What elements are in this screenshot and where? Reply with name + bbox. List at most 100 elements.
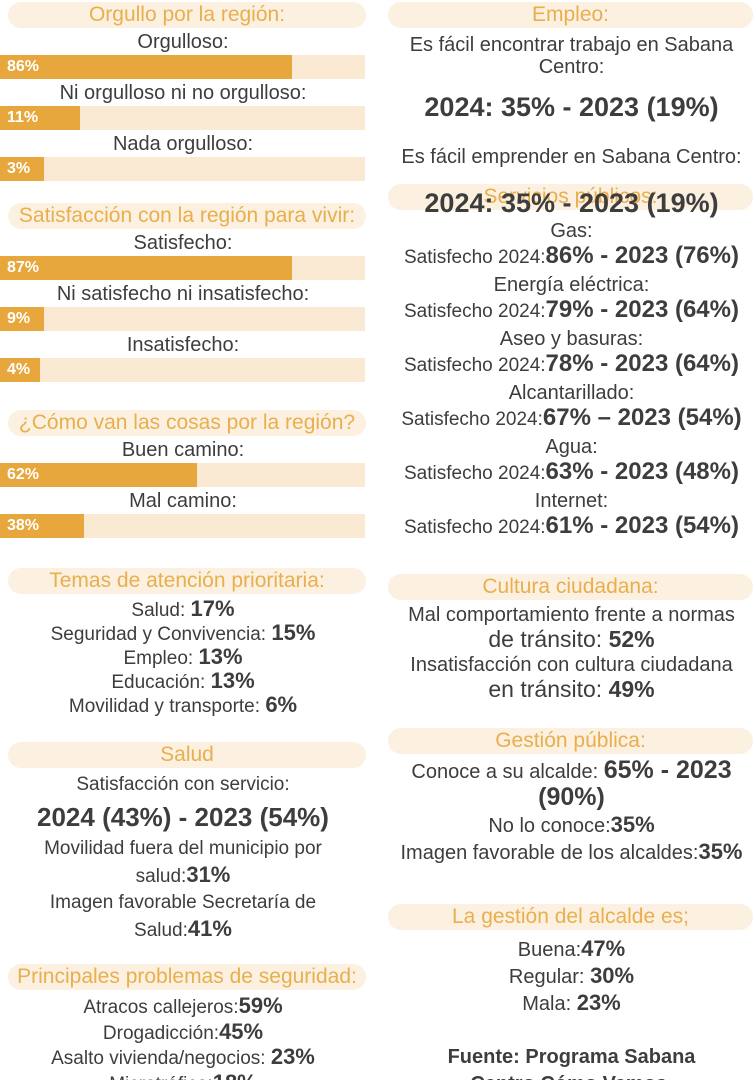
section-camino: ¿Cómo van las cosas por la región? Buen … — [0, 410, 366, 538]
question-text: Es fácil emprender en Sabana Centro: — [401, 146, 742, 168]
bar-track: 4% — [0, 358, 365, 382]
section-header: Servicios públicos: — [388, 184, 753, 210]
stat-line: Imagen favorable de los alcaldes:35% — [388, 839, 755, 866]
section-title: Principales problemas de seguridad: — [17, 965, 357, 988]
section-title: Servicios públicos: — [483, 185, 658, 208]
left-column: Orgullo por la región: Orgulloso: 86% Ni… — [0, 2, 366, 1080]
stat-value: 13% — [198, 644, 243, 669]
stat-line: Imagen favorable Secretaría de Salud:41% — [0, 890, 366, 944]
section-orgullo: Orgullo por la región: Orgulloso: 86% Ni… — [0, 2, 366, 181]
bar-row: Nada orgulloso: 3% — [0, 134, 366, 181]
stat-label: Satisfecho 2024: — [404, 247, 546, 268]
stat-line: Seguridad y Convivencia: 15% — [0, 622, 366, 646]
stat-value: 6% — [265, 692, 298, 717]
bar-label: Ni satisfecho ni insatisfecho: — [56, 283, 310, 305]
stat-text-line2: de tránsito: 52% — [388, 626, 755, 652]
source-note: Fuente: Programa Sabana Centro Cómo Vamo… — [388, 1045, 755, 1080]
stat-label: Satisfecho 2024: — [404, 517, 546, 538]
stat-value: 78% - 2023 (64%) — [545, 350, 739, 377]
stat-label: Satisfecho 2024: — [404, 355, 546, 376]
bar-value-label: 11% — [7, 109, 39, 126]
bar-row: Satisfecho: 87% — [0, 233, 366, 280]
mayor-rating-list: Buena:47% Regular: 30% Mala: 23% — [388, 936, 755, 1017]
stat-text-line1: Mal comportamiento frente a normas — [408, 604, 735, 626]
bar-row: Mal camino: 38% — [0, 491, 366, 538]
stat-label: Movilidad fuera del municipio por salud: — [44, 838, 322, 887]
headline-stat: 2024: 35% - 2023 (19%) — [424, 92, 719, 122]
stat-value: 67% – 2023 (54%) — [542, 404, 742, 431]
section-title: Salud — [160, 743, 214, 766]
section-header: Satisfacción con la región para vivir: — [8, 203, 366, 229]
stat-value: 35% — [610, 812, 655, 837]
stat-value: 30% — [590, 963, 635, 988]
bar-track: 62% — [0, 463, 365, 487]
service-name: Internet: — [534, 490, 609, 512]
bar-track: 3% — [0, 157, 365, 181]
section-title: Empleo: — [531, 3, 610, 26]
stat-value: 86% - 2023 (76%) — [545, 242, 739, 269]
stat-value: 65% - 2023 (90%) — [538, 756, 732, 811]
source-line1: Fuente: Programa Sabana — [447, 1046, 696, 1068]
bar-label: Mal camino: — [129, 490, 237, 512]
service-item: Energía eléctrica: Satisfecho 2024:79% -… — [388, 274, 755, 326]
bar-row: Ni orgulloso ni no orgulloso: 11% — [0, 83, 366, 130]
bar-fill: 87% — [0, 256, 292, 280]
stat-line: Satisfecho 2024:67% – 2023 (54%) — [388, 404, 755, 434]
section-title: Gestión pública: — [495, 729, 646, 752]
section-header: Cultura ciudadana: — [388, 574, 753, 600]
stat-line: Empleo: 13% — [0, 646, 366, 670]
stat-lead: Satisfacción con servicio: — [76, 774, 290, 795]
section-servicios: Servicios públicos: 2024: 35% - 2023 (19… — [388, 184, 755, 542]
stat-value: 23% — [270, 1044, 315, 1069]
stat-line: Regular: 30% — [388, 963, 755, 990]
headline-stat: 2024 (43%) - 2023 (54%) — [37, 802, 329, 832]
stat-line: Asalto vivienda/negocios: 23% — [0, 1045, 366, 1071]
stat-label: Microtráfico: — [109, 1074, 212, 1080]
stat-value: 63% - 2023 (48%) — [545, 458, 739, 485]
bar-label: Insatisfecho: — [126, 334, 240, 356]
stat-line: Satisfecho 2024:61% - 2023 (54%) — [388, 512, 755, 542]
section-title: La gestión del alcalde es; — [452, 905, 689, 928]
stat-value: 31% — [186, 862, 231, 887]
stat-label: Mala: — [522, 993, 572, 1015]
stat-value: 18% — [213, 1070, 257, 1080]
bar-track: 38% — [0, 514, 365, 538]
bar-value-label: 62% — [7, 466, 40, 483]
section-header: Empleo: — [388, 2, 753, 28]
bar-fill: 3% — [0, 157, 44, 181]
stat-value: 35% — [698, 839, 743, 864]
stat-line: Salud: 17% — [0, 598, 366, 622]
stat-label: Imagen favorable Secretaría de Salud: — [49, 892, 317, 941]
section-header: Principales problemas de seguridad: — [8, 964, 366, 990]
service-item: Gas: Satisfecho 2024:86% - 2023 (76%) — [388, 220, 755, 272]
stat-label: Regular: — [508, 966, 585, 988]
bar-label: Orgulloso: — [137, 31, 229, 53]
service-item: Alcantarillado: Satisfecho 2024:67% – 20… — [388, 382, 755, 434]
stat-line: Satisfecho 2024:63% - 2023 (48%) — [388, 458, 755, 488]
question-text: Es fácil encontrar trabajo en Sabana Cen… — [409, 34, 734, 78]
stat-value: 79% - 2023 (64%) — [545, 296, 739, 323]
bar-track: 11% — [0, 106, 365, 130]
stat-line: Buena:47% — [388, 936, 755, 963]
stat-label: Satisfecho 2024: — [401, 409, 543, 430]
service-name: Alcantarillado: — [508, 382, 635, 404]
bar-row: Orgulloso: 86% — [0, 32, 366, 79]
section-salud: Salud Satisfacción con servicio: 2024 (4… — [0, 742, 366, 944]
service-name: Aseo y basuras: — [499, 328, 644, 350]
bar-track: 86% — [0, 55, 365, 79]
section-satisfaccion: Satisfacción con la región para vivir: S… — [0, 203, 366, 382]
stat-line: No lo conoce:35% — [388, 812, 755, 839]
stat-line: Movilidad fuera del municipio por salud:… — [0, 836, 366, 890]
section-gestion-alcalde: La gestión del alcalde es; Buena:47% Reg… — [388, 904, 755, 1017]
bar-value-label: 87% — [7, 259, 40, 276]
bar-fill: 9% — [0, 307, 44, 331]
section-header: Orgullo por la región: — [8, 2, 366, 28]
stat-line: Satisfecho 2024:78% - 2023 (64%) — [388, 350, 755, 380]
section-header: Gestión pública: — [388, 728, 753, 754]
bar-fill: 86% — [0, 55, 292, 79]
stat-value: 49% — [608, 676, 655, 702]
bar-value-label: 3% — [7, 160, 31, 177]
right-column: Empleo: Es fácil encontrar trabajo en Sa… — [388, 2, 755, 1080]
service-name: Energía eléctrica: — [493, 274, 650, 296]
bar-label: Buen camino: — [121, 439, 245, 461]
